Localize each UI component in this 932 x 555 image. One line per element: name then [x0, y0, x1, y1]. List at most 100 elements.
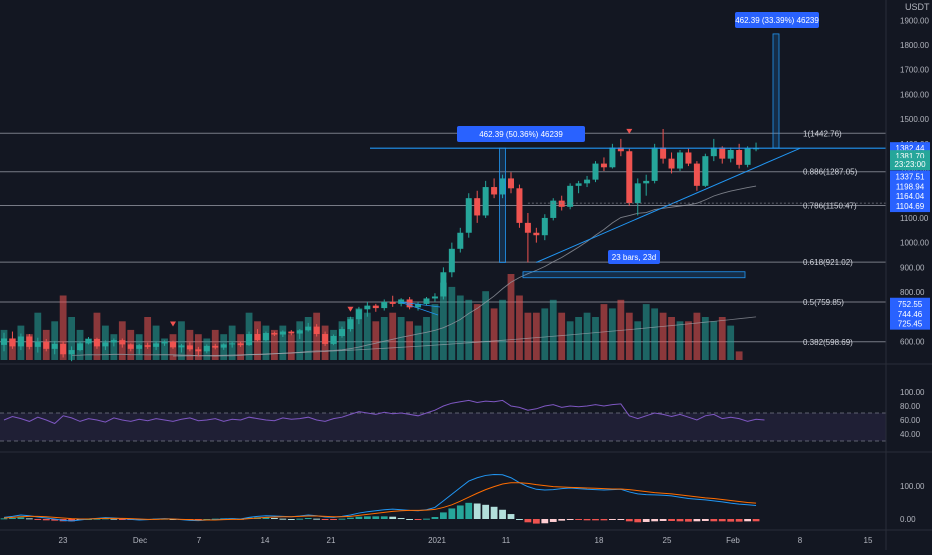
- macd-histogram-bar: [431, 517, 439, 519]
- price-axis-badge[interactable]: 1164.04: [890, 190, 930, 203]
- volume-bar: [34, 312, 42, 360]
- candle-body: [237, 343, 244, 346]
- time-axis[interactable]: 23 Dec 7 14 21 2021 11 18 25 Feb 8 15: [59, 536, 873, 545]
- measure-label-bg: [457, 126, 585, 142]
- candle-body: [651, 147, 658, 181]
- macd-histogram-bar: [321, 519, 329, 520]
- candle-body: [398, 299, 405, 304]
- volume-bar: [609, 308, 616, 360]
- candle-body: [617, 147, 624, 152]
- price-axis-badge[interactable]: 1337.51: [890, 170, 930, 183]
- candle-body: [355, 309, 362, 320]
- price-range-measure[interactable]: [499, 147, 506, 263]
- macd-pane[interactable]: 100.00 0.00: [0, 473, 925, 524]
- candle-body: [330, 335, 337, 344]
- price-axis-tick: 1000.00: [900, 239, 929, 248]
- price-axis-tick: 1100.00: [900, 214, 929, 223]
- measure-label-right[interactable]: 462.39 (33.39%) 46239: [735, 12, 819, 28]
- date-range-label[interactable]: 23 bars, 23d: [608, 250, 660, 264]
- macd-histogram-bar: [668, 519, 675, 521]
- volume-bar: [617, 299, 625, 360]
- candle-body: [43, 341, 50, 349]
- time-axis-label: 2021: [428, 536, 446, 545]
- price-badge-text: 1337.51: [896, 172, 925, 181]
- candle-body: [719, 147, 726, 159]
- time-axis-label: 14: [261, 536, 270, 545]
- candle-body: [279, 331, 286, 335]
- macd-histogram-bar: [338, 518, 346, 520]
- candle-body: [448, 248, 455, 273]
- macd-histogram-bar: [507, 514, 515, 519]
- price-axis-tick: 800.00: [900, 288, 925, 297]
- candle-body: [474, 198, 481, 216]
- price-badge-bg: [890, 200, 930, 213]
- fib-level-label: 0.618(921.02): [803, 258, 853, 267]
- candle-body: [144, 345, 151, 347]
- volume-bar: [634, 321, 642, 360]
- candle-body: [271, 333, 278, 335]
- volume-bar: [397, 317, 405, 360]
- candle-body: [305, 326, 312, 331]
- price-axis-badge[interactable]: 23:23:00: [890, 158, 930, 171]
- macd-histogram-bar: [701, 519, 709, 521]
- candle-body: [389, 301, 396, 304]
- candle-body: [584, 179, 591, 184]
- price-axis-badge[interactable]: 1198.94: [890, 180, 930, 193]
- volume-bar: [178, 321, 185, 360]
- fib-retracement[interactable]: 1(1442.76) 0.886(1287.05) 0.786(1150.47) 0.…: [0, 129, 886, 347]
- price-axis-badge[interactable]: 725.45: [890, 317, 930, 330]
- fib-level-label: 0.5(759.85): [803, 298, 844, 307]
- macd-histogram-bar: [25, 518, 33, 520]
- volume-bar: [68, 317, 75, 360]
- price-axis-badge[interactable]: 744.46: [890, 307, 930, 320]
- trendline[interactable]: [536, 147, 801, 263]
- drawings[interactable]: 462.39 (50.36%) 46239 462.39 (33.39%) 462…: [370, 12, 886, 316]
- candle-body: [710, 147, 717, 157]
- candle-body: [592, 163, 599, 180]
- macd-histogram-bar: [490, 506, 498, 519]
- price-projection-measure[interactable]: [772, 33, 780, 149]
- candle-body: [178, 345, 185, 348]
- price-pane[interactable]: 1(1442.76) 0.886(1287.05) 0.786(1150.47) 0.…: [0, 2, 930, 362]
- macd-histogram-bar: [566, 519, 574, 520]
- volume-average-line: [172, 316, 757, 357]
- volume-bar: [440, 282, 447, 360]
- candle-body: [288, 331, 295, 334]
- macd-histogram-bar: [0, 518, 8, 520]
- price-axis-tick: 1600.00: [900, 90, 929, 99]
- price-axis-badge[interactable]: 752.55: [890, 297, 930, 310]
- candle-body: [508, 178, 514, 189]
- candle-body: [643, 180, 650, 184]
- volume-bar: [735, 351, 743, 360]
- candle-body: [77, 343, 84, 351]
- price-badge-text: 1381.70: [896, 152, 925, 161]
- macd-histogram-bar: [592, 519, 599, 521]
- candle-body: [491, 187, 498, 195]
- candle-body: [600, 163, 607, 168]
- volume-bar: [456, 295, 464, 360]
- volume-bar: [507, 274, 515, 360]
- fan-line[interactable]: [399, 301, 441, 308]
- rsi-pane[interactable]: 100.00 80.00 60.00 40.00: [0, 388, 925, 442]
- macd-histogram-bar: [473, 503, 481, 519]
- candle-body: [161, 341, 168, 344]
- macd-histogram-bar: [558, 519, 566, 521]
- price-badge-text: 23:23:00: [894, 160, 926, 169]
- candle-body: [119, 340, 126, 345]
- macd-histogram-bar: [42, 519, 50, 521]
- price-axis-badge[interactable]: 1104.69: [890, 200, 930, 213]
- macd-histogram-bar: [625, 519, 633, 522]
- fractal-marker: [626, 128, 633, 134]
- measure-label-left[interactable]: 462.39 (50.36%) 46239: [457, 126, 585, 142]
- volume-bar: [414, 325, 422, 360]
- fan-line[interactable]: [399, 301, 439, 316]
- candle-body: [634, 183, 641, 204]
- price-axis[interactable]: 600.00700.00800.00900.001000.001100.0012…: [890, 16, 930, 346]
- volume-bar: [304, 317, 312, 360]
- macd-histogram-bar: [414, 519, 422, 520]
- macd-histogram-bar: [313, 518, 321, 520]
- date-range-measure[interactable]: [522, 271, 746, 279]
- macd-histogram-bar: [532, 519, 540, 524]
- macd-histogram-bar: [9, 518, 16, 520]
